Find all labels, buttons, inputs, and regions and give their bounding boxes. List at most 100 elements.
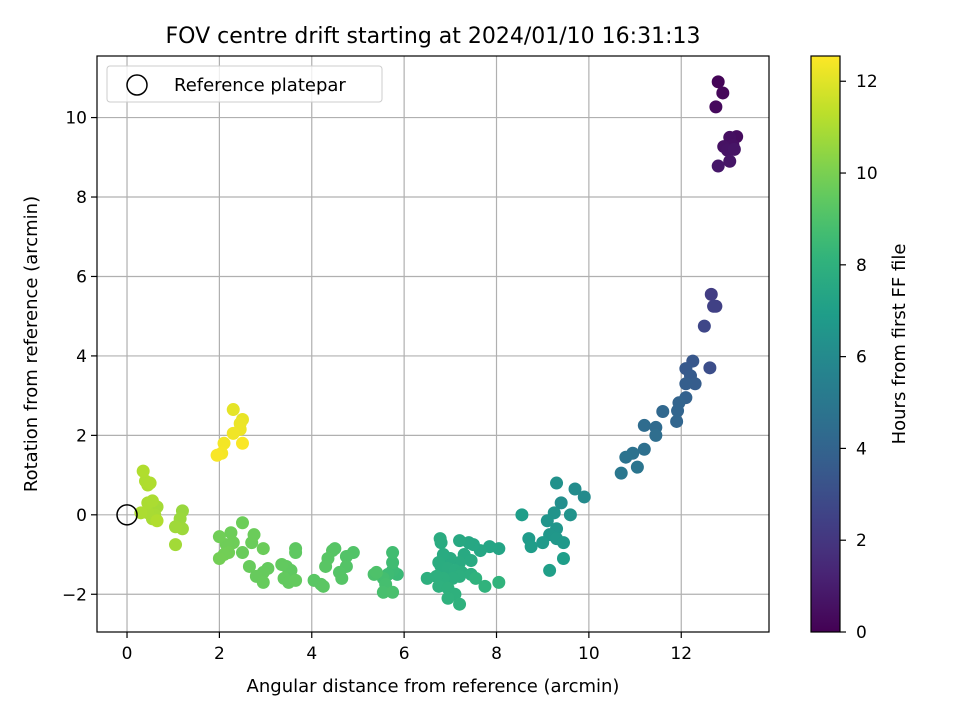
data-point xyxy=(226,403,240,417)
x-axis-label: Angular distance from reference (arcmin) xyxy=(247,676,620,697)
data-point xyxy=(289,573,303,587)
legend: Reference platepar xyxy=(106,65,383,103)
colorbar-label: Hours from first FF file xyxy=(889,244,910,445)
data-point xyxy=(568,482,582,496)
colorbar-tick-label: 0 xyxy=(856,623,867,643)
data-point xyxy=(515,508,529,522)
colorbar-ticks: 0 2 4 6 8 10 12 xyxy=(840,72,878,643)
y-tick-label: 8 xyxy=(76,188,87,208)
reference-platepar-marker xyxy=(116,504,138,526)
plot-area xyxy=(96,55,770,633)
data-point xyxy=(649,428,663,442)
data-point xyxy=(275,557,289,571)
data-point xyxy=(637,442,651,456)
data-point xyxy=(453,534,467,548)
data-point xyxy=(688,377,702,391)
data-point xyxy=(386,546,400,560)
data-point xyxy=(556,536,570,550)
data-point xyxy=(145,494,159,508)
y-tick-label: 6 xyxy=(76,267,87,287)
y-tick-label: 10 xyxy=(65,109,87,129)
y-tick-label: 4 xyxy=(76,347,87,367)
y-tick-label: −2 xyxy=(62,585,87,605)
colorbar: 0 2 4 6 8 10 12 Hours from first FF file xyxy=(810,55,910,643)
data-point xyxy=(679,377,693,391)
x-tick-label: 2 xyxy=(214,644,225,664)
colorbar-tick-label: 6 xyxy=(856,348,867,368)
data-point xyxy=(723,154,737,168)
data-point xyxy=(376,585,390,599)
x-tick-label: 4 xyxy=(306,644,317,664)
data-point xyxy=(217,436,231,450)
data-point xyxy=(727,142,741,156)
data-point xyxy=(446,571,460,585)
legend-box xyxy=(106,65,383,103)
y-axis-label: Rotation from reference (arcmin) xyxy=(21,196,42,492)
chart-title: FOV centre drift starting at 2024/01/10 … xyxy=(166,24,701,49)
data-point xyxy=(671,404,685,418)
data-point xyxy=(150,514,164,528)
data-point xyxy=(369,565,383,579)
data-point xyxy=(478,579,492,593)
data-point xyxy=(453,597,467,611)
data-point xyxy=(703,361,717,375)
data-point xyxy=(637,418,651,432)
data-point xyxy=(212,552,226,566)
data-point xyxy=(711,75,725,89)
data-point xyxy=(619,450,633,464)
data-point xyxy=(540,514,554,528)
data-point xyxy=(614,466,628,480)
data-point xyxy=(242,559,256,573)
data-point xyxy=(656,405,670,419)
data-point xyxy=(316,579,330,593)
plot-background xyxy=(97,56,769,632)
data-point xyxy=(543,563,557,577)
data-point xyxy=(224,526,238,540)
data-point xyxy=(256,542,270,556)
legend-label-reference-platepar: Reference platepar xyxy=(174,75,346,96)
data-point xyxy=(670,414,684,428)
data-point xyxy=(716,86,730,100)
data-point xyxy=(709,100,723,114)
data-point xyxy=(492,575,506,589)
x-tick-label: 10 xyxy=(578,644,600,664)
x-tick-label: 12 xyxy=(670,644,692,664)
data-point xyxy=(307,573,321,587)
colorbar-tick-label: 10 xyxy=(856,164,878,184)
data-point xyxy=(433,532,447,546)
data-point xyxy=(386,555,400,569)
data-point xyxy=(289,546,303,560)
data-point xyxy=(536,536,550,550)
data-point xyxy=(319,559,333,573)
colorbar-frame xyxy=(810,55,841,633)
data-point xyxy=(711,159,725,173)
x-tick-label: 8 xyxy=(491,644,502,664)
data-point xyxy=(386,585,400,599)
data-point xyxy=(441,591,455,605)
legend-reference-marker xyxy=(126,74,148,96)
data-point xyxy=(256,575,270,589)
colorbar-tick-label: 8 xyxy=(856,256,867,276)
colorbar-tick-label: 4 xyxy=(856,439,867,459)
data-point xyxy=(235,436,249,450)
data-point xyxy=(554,496,568,510)
data-point xyxy=(464,553,478,567)
data-point xyxy=(335,571,349,585)
data-point xyxy=(247,528,261,542)
data-point xyxy=(420,571,434,585)
colorbar-gradient xyxy=(811,56,840,632)
reference-marker-layer xyxy=(116,504,138,526)
data-point xyxy=(136,464,150,478)
scatter-points xyxy=(134,75,744,611)
plot-frame xyxy=(96,55,770,633)
data-point xyxy=(169,538,183,552)
data-point xyxy=(577,490,591,504)
data-point xyxy=(550,476,564,490)
data-point xyxy=(235,516,249,530)
data-point xyxy=(630,460,644,474)
data-point xyxy=(704,287,718,301)
data-point xyxy=(210,448,224,462)
data-point xyxy=(707,299,721,313)
data-point xyxy=(524,540,538,554)
